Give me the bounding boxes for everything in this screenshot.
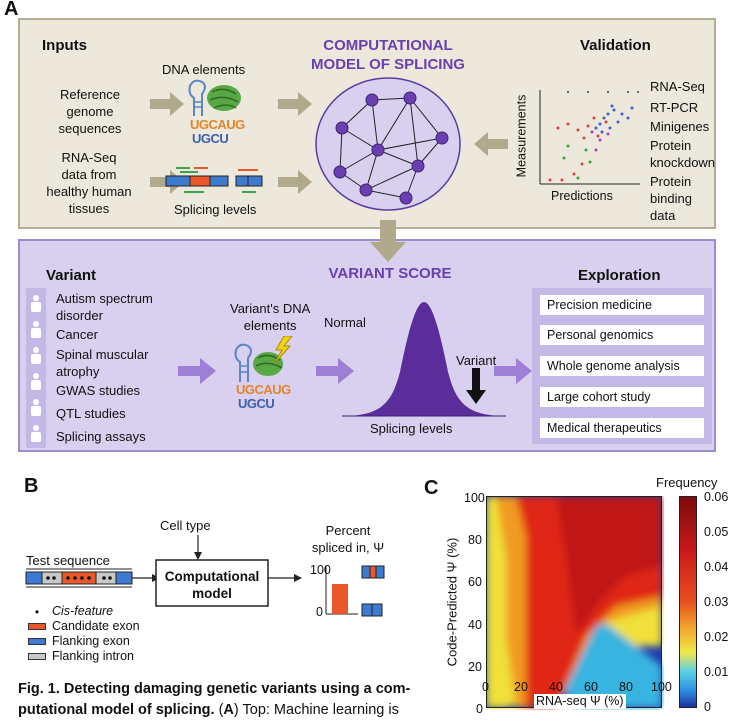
- exploration-item: Precision medicine: [540, 295, 704, 315]
- neural-network-icon: [315, 77, 461, 211]
- splicing-distribution-curve: [342, 302, 506, 417]
- inputs-title: Inputs: [42, 37, 87, 54]
- exploration-item: Large cohort study: [540, 387, 704, 407]
- legend-flanking-intron: Flanking intron: [52, 649, 134, 663]
- down-arrow-icon: [370, 220, 406, 262]
- psi-y-max: 100: [310, 563, 331, 577]
- x-tick: 60: [584, 680, 598, 694]
- colorbar: [679, 496, 697, 708]
- right-arrow-icon: [178, 358, 216, 384]
- heatmap-x-axis-label: RNA-seq Ψ (%): [534, 694, 626, 709]
- colorbar-title: Frequency: [656, 475, 718, 490]
- person-icon: [31, 295, 41, 442]
- variant-score-title: VARIANT SCORE: [328, 265, 452, 282]
- variant-item: QTL studies: [56, 406, 126, 421]
- validation-item: RT-PCR: [650, 100, 699, 115]
- y-tick: 40: [468, 618, 482, 632]
- sequence-motif: UGCAUG UGCU: [190, 117, 245, 146]
- exploration-item: Medical therapeutics: [540, 418, 704, 438]
- cb-tick: 0.06: [704, 490, 729, 504]
- validation-item: Minigenes: [650, 119, 710, 134]
- rnaseq-input-label: RNA-Seq data from healthy human tissues: [46, 150, 132, 216]
- model-title: COMPUTATIONAL MODEL OF SPLICING: [311, 37, 465, 73]
- cell-type-label: Cell type: [160, 518, 211, 533]
- legend-candidate-exon: Candidate exon: [52, 619, 140, 633]
- right-arrow-icon: [278, 170, 312, 194]
- cb-tick: 0.02: [704, 630, 729, 644]
- computational-model-box: Computational model: [164, 569, 260, 601]
- x-tick: 0: [482, 680, 489, 694]
- y-tick: 20: [468, 660, 482, 674]
- x-tick: 80: [619, 680, 633, 694]
- validation-item: Protein binding data: [650, 174, 692, 223]
- predictions-axis-label: Predictions: [551, 189, 613, 203]
- y-tick: 100: [464, 491, 485, 505]
- left-arrow-icon: [474, 132, 508, 156]
- reference-genome-label: Reference genome sequences: [58, 87, 122, 136]
- cb-tick: 0.03: [704, 595, 729, 609]
- splicing-levels-label: Splicing levels: [174, 202, 257, 217]
- cb-tick: 0: [704, 700, 711, 714]
- right-arrow-icon: [150, 92, 184, 116]
- splicing-model-schematic: [25, 535, 302, 607]
- dna-elements-label: DNA elements: [162, 62, 246, 77]
- panel-a-letter: A: [4, 0, 19, 20]
- splicing-levels-axis-label: Splicing levels: [370, 421, 453, 436]
- x-tick: 100: [651, 680, 672, 694]
- panel-c-letter: C: [424, 477, 439, 499]
- right-arrow-icon: [494, 358, 532, 384]
- validation-item: RNA-Seq: [650, 79, 705, 94]
- exploration-item: Personal genomics: [540, 325, 704, 345]
- validation-scatter: [539, 90, 640, 185]
- cb-tick: 0.05: [704, 525, 729, 539]
- variant-sequence-motif: UGCAUG UGCU: [236, 382, 291, 411]
- right-arrow-icon: [278, 92, 312, 116]
- variant-item: Splicing assays: [56, 429, 146, 444]
- percent-spliced-label: Percent spliced in, Ψ: [311, 523, 385, 555]
- variant-item: Cancer: [56, 327, 98, 342]
- x-tick: 40: [549, 680, 563, 694]
- test-sequence-label: Test sequence: [26, 553, 110, 568]
- right-arrow-icon: [316, 358, 354, 384]
- validation-item: Protein knockdown: [650, 138, 716, 170]
- heatmap-plot: [486, 496, 662, 708]
- cb-tick: 0.01: [704, 665, 729, 679]
- heatmap-y-label: Code-Predicted Ψ (%): [444, 537, 460, 667]
- legend-cis: Cis-feature: [52, 604, 114, 618]
- mutated-rna-protein-icon: [234, 336, 293, 382]
- cb-tick: 0.04: [704, 560, 729, 574]
- legend: • Cis-feature Candidate exon Flanking exo…: [28, 604, 140, 664]
- panel-b-letter: B: [24, 475, 39, 497]
- variant-item: Spinal muscular atrophy: [56, 347, 149, 379]
- exploration-item: Whole genome analysis: [540, 356, 704, 376]
- variant-title: Variant: [46, 267, 97, 284]
- rna-protein-icon: [188, 79, 241, 116]
- psi-y-min: 0: [316, 605, 323, 619]
- y-tick: 0: [476, 702, 483, 716]
- caption-line-1: Fig. 1. Detecting damaging genetic varia…: [18, 681, 411, 697]
- y-tick: 60: [468, 575, 482, 589]
- exploration-title: Exploration: [578, 267, 661, 284]
- y-tick: 80: [468, 533, 482, 547]
- variant-item: GWAS studies: [56, 383, 141, 398]
- variant-dna-label: Variant's DNA elements: [230, 301, 311, 333]
- caption-line-2: putational model of splicing. (A) Top: M…: [18, 702, 399, 718]
- variant-item: Autism spectrum disorder: [56, 291, 153, 323]
- validation-title: Validation: [580, 37, 651, 54]
- psi-bar-chart: [325, 565, 385, 617]
- splicing-reads-icon: [165, 167, 263, 193]
- measurements-axis-label: Measurements: [514, 94, 529, 178]
- variant-label: Variant: [456, 353, 497, 368]
- normal-label: Normal: [324, 315, 366, 330]
- legend-flanking-exon: Flanking exon: [52, 634, 130, 648]
- x-tick: 20: [514, 680, 528, 694]
